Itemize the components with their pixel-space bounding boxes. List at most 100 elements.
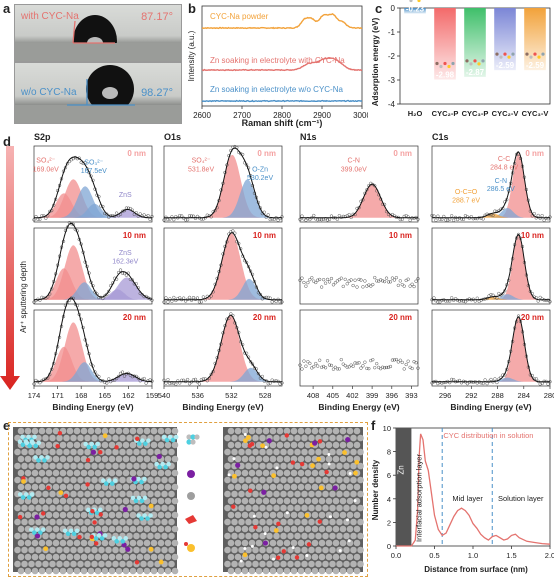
md-zn-atom: [276, 567, 284, 575]
xps-data-point: [318, 277, 322, 282]
md-water-o: [281, 549, 286, 554]
md-zn-atom: [311, 567, 319, 575]
xps-data-point: [365, 366, 369, 371]
xps-data-point: [436, 214, 440, 218]
md-zn-atom: [287, 504, 294, 512]
md-cyc-molecule: [95, 441, 101, 447]
xps-data-point: [174, 298, 178, 303]
md-zn-atom: [231, 546, 238, 554]
md-zn-atom: [66, 483, 74, 491]
md-zn-atom: [133, 546, 140, 554]
md-zn-atom: [252, 462, 259, 470]
md-zn-atom: [276, 469, 284, 477]
md-zn-atom: [70, 476, 77, 484]
cyc-molecule-icon: [194, 434, 200, 440]
md-zn-atom: [24, 553, 32, 561]
md-cyc-molecule: [142, 495, 148, 501]
md-zn-atom: [161, 490, 168, 498]
md-zn-atom: [52, 497, 60, 505]
md-zn-atom: [45, 511, 53, 519]
density-xlabel: Distance from surface (nm): [424, 565, 528, 574]
md-water-o: [253, 525, 258, 530]
xps-data-point: [371, 358, 375, 362]
xps-depth-label: 20 nm: [389, 313, 412, 322]
xps-data-point: [461, 217, 466, 221]
md-zn-atom: [255, 469, 263, 477]
md-zn-atom: [164, 469, 172, 477]
md-zn-atom: [290, 525, 298, 533]
md-zn-atom: [168, 532, 175, 540]
md-zn-atom: [171, 511, 179, 519]
md-zn-atom: [322, 462, 329, 470]
md-zn-atom: [24, 427, 32, 435]
md-zn-atom: [45, 539, 53, 547]
md-zn-atom: [234, 483, 242, 491]
md-zn-atom: [287, 448, 294, 456]
md-zn-atom: [234, 497, 242, 505]
md-zn-atom: [343, 560, 350, 568]
md-zn-atom: [63, 448, 70, 456]
xps-data-point: [266, 295, 270, 300]
md-sulfate-s: [342, 450, 347, 455]
xps-xtick-label: 402: [346, 391, 359, 400]
xps-data-point: [396, 360, 400, 364]
md-zn-atom: [87, 553, 95, 561]
md-cyc-molecule: [93, 536, 99, 541]
md-cyc-molecule: [142, 513, 147, 518]
md-zn-atom: [269, 455, 277, 463]
md-zn-atom: [290, 539, 298, 547]
md-zn-atom: [231, 490, 238, 498]
md-zn-atom: [346, 567, 354, 575]
md-zn-atom: [315, 490, 322, 498]
md-cyc-molecule: [123, 536, 129, 541]
xps-xtick-label: 393: [405, 391, 418, 400]
md-zn-atom: [339, 483, 347, 491]
md-zn-atom: [77, 476, 84, 484]
md-zn-atom: [66, 427, 74, 435]
md-zn-atom: [238, 448, 245, 456]
md-zn-atom: [49, 546, 56, 554]
xps-data-point: [343, 277, 347, 282]
md-zn-atom: [255, 567, 263, 575]
md-cyc-molecule: [160, 461, 165, 467]
md-zn-atom: [266, 448, 273, 456]
xps-data-point: [546, 382, 550, 386]
md-zn-atom: [350, 560, 357, 568]
md-zn-atom: [280, 462, 287, 470]
xps-data-point: [256, 371, 261, 376]
xps-data-point: [308, 361, 312, 366]
contact-angle-with-cyc: 87.17°: [141, 11, 173, 23]
md-water-o: [85, 457, 91, 463]
md-zn-atom: [224, 462, 231, 470]
md-zn-atom: [161, 448, 168, 456]
md-zn2-ion: [235, 462, 241, 468]
md-zn-atom: [276, 441, 284, 449]
md-zn-atom: [66, 455, 74, 463]
md-zn-atom: [224, 546, 231, 554]
xps-xtick-label: 171: [51, 391, 64, 400]
md-zn-atom: [91, 434, 98, 442]
md-zn-atom: [94, 469, 102, 477]
md-cyc-molecule: [35, 527, 40, 532]
md-zn-atom: [115, 511, 123, 519]
xps-data-point: [357, 206, 361, 210]
adsorption-molecule-icon: [507, 55, 511, 59]
md-zn2-ion: [332, 485, 338, 491]
md-zn-atom: [129, 567, 137, 575]
md-zn-atom: [38, 427, 46, 435]
md-zn-atom: [66, 441, 74, 449]
md-zn-atom: [38, 553, 46, 561]
xps-data-point: [548, 215, 552, 219]
xps-data-point: [481, 217, 485, 221]
md-zn-atom: [248, 553, 256, 561]
md-zn-atom: [346, 483, 354, 491]
md-zn-atom: [262, 553, 270, 561]
xps-data-point: [319, 285, 324, 289]
md-zn-atom: [59, 497, 67, 505]
xps-data-point: [402, 284, 406, 288]
md-zn-atom: [140, 532, 147, 540]
xps-data-point: [325, 277, 330, 282]
xps-data-point: [388, 280, 393, 284]
md-zn-atom: [66, 567, 74, 575]
md-cyc-molecule: [99, 536, 105, 541]
